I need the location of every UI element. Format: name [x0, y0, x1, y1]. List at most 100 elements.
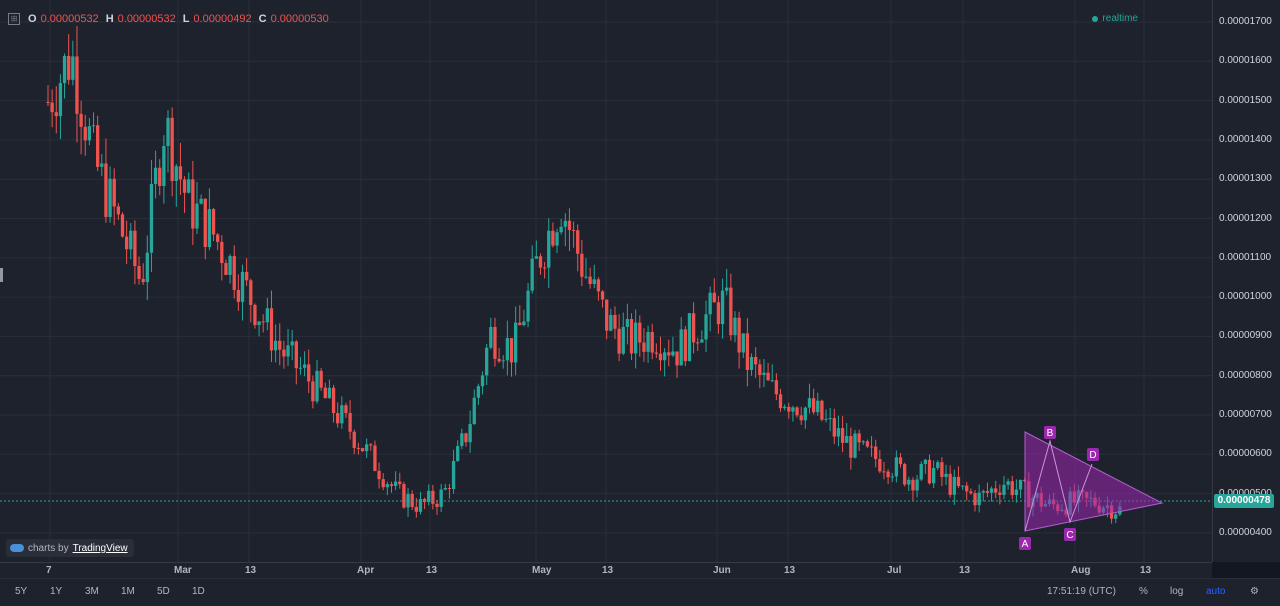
- candle-body: [174, 166, 178, 182]
- timeframe-button-5y[interactable]: 5Y: [15, 586, 28, 597]
- candle-body: [373, 445, 377, 471]
- candle-body: [832, 418, 836, 437]
- candle-body: [153, 167, 158, 185]
- candle-body: [443, 487, 447, 490]
- candle-body: [890, 476, 894, 478]
- close-value: 0.00000530: [270, 13, 329, 25]
- candle-body: [141, 278, 145, 283]
- candle-body: [952, 476, 956, 495]
- candle-body: [865, 441, 870, 447]
- side-panel-handle[interactable]: [0, 268, 3, 282]
- log-scale-toggle[interactable]: log: [1170, 586, 1184, 597]
- candle-body: [969, 491, 973, 494]
- timeframe-button-1y[interactable]: 1Y: [50, 586, 63, 597]
- pattern-abcd-path: [1024, 439, 1093, 532]
- time-axis[interactable]: 7 Mar 13 Apr 13 May 13 Jun 13 Jul 13 Aug 13: [0, 562, 1212, 579]
- candle-body: [534, 256, 538, 259]
- candle-body: [67, 55, 71, 80]
- candle-body: [472, 397, 476, 425]
- candle-body: [758, 364, 762, 375]
- candlestick-chart[interactable]: A B C D: [0, 0, 1212, 562]
- candle-body: [770, 380, 774, 382]
- candle-body: [166, 117, 170, 147]
- price-tick-label: 0.00001700: [1219, 16, 1272, 27]
- candle-body: [290, 341, 294, 346]
- candle-body: [240, 271, 245, 302]
- timeframe-button-1d[interactable]: 1D: [192, 586, 205, 597]
- low-value: 0.00000492: [193, 13, 252, 25]
- candle-body: [100, 163, 104, 167]
- timeframe-button-3m[interactable]: 3M: [85, 586, 99, 597]
- candle-body: [331, 387, 336, 414]
- candle-body: [671, 351, 675, 356]
- candle-body: [129, 230, 133, 250]
- candle-body: [75, 56, 79, 114]
- time-tick-label: 13: [959, 565, 971, 576]
- candle-body: [447, 487, 452, 489]
- candle-body: [605, 299, 609, 331]
- candle-body: [576, 230, 580, 254]
- percent-scale-toggle[interactable]: %: [1139, 586, 1148, 597]
- candle-body: [853, 433, 857, 458]
- auto-scale-toggle[interactable]: auto: [1206, 586, 1226, 597]
- candle-body: [642, 342, 646, 352]
- candle-body: [542, 267, 547, 269]
- candle-body: [907, 479, 911, 485]
- candle-body: [600, 291, 605, 300]
- candle-body: [733, 317, 737, 336]
- tradingview-branding[interactable]: charts by TradingView: [6, 539, 134, 557]
- candle-body: [791, 407, 795, 412]
- candle-body: [704, 314, 708, 340]
- utc-clock[interactable]: 17:51:19 (UTC): [1047, 586, 1116, 597]
- candle-body: [145, 252, 149, 283]
- candle-body: [1014, 489, 1019, 496]
- symbol-settings-icon[interactable]: ⊞: [8, 13, 20, 25]
- candle-body: [315, 370, 319, 402]
- candle-body: [849, 436, 853, 458]
- low-label: L: [182, 13, 190, 25]
- candle-body: [170, 117, 174, 182]
- candle-body: [348, 413, 352, 432]
- candle-body: [927, 459, 932, 484]
- chart-pane[interactable]: A B C D ⊞ O 0.00000532 H 0.00000532 L 0.000…: [0, 0, 1212, 562]
- candle-body: [518, 322, 522, 326]
- candle-body: [435, 503, 439, 507]
- candle-body: [625, 319, 630, 327]
- candle-body: [199, 198, 203, 204]
- candle-body: [282, 349, 286, 357]
- candle-body: [456, 445, 460, 461]
- realtime-indicator: realtime: [1092, 13, 1138, 24]
- candle-body: [745, 333, 750, 370]
- timeframe-button-5d[interactable]: 5D: [157, 586, 170, 597]
- candle-body: [683, 329, 687, 362]
- candle-body: [994, 488, 998, 493]
- candle-body: [509, 338, 514, 363]
- price-axis[interactable]: 0.00001700 0.00001600 0.00001500 0.00001400…: [1212, 0, 1280, 562]
- candle-body: [149, 184, 154, 253]
- candle-body: [489, 326, 493, 348]
- time-tick-label: 13: [784, 565, 796, 576]
- candle-body: [675, 351, 679, 366]
- price-tick-label: 0.00001200: [1219, 212, 1272, 224]
- candle-body: [609, 314, 613, 331]
- candle-body: [398, 481, 402, 485]
- timeframe-button-1m[interactable]: 1M: [121, 586, 135, 597]
- time-tick-label: May: [532, 565, 552, 576]
- pattern-point-marker: [1019, 537, 1031, 550]
- candle-body: [480, 375, 485, 387]
- candle-body: [998, 492, 1002, 495]
- candle-body: [555, 232, 559, 246]
- pattern-point-marker: [1087, 448, 1099, 461]
- tradingview-link[interactable]: TradingView: [72, 542, 128, 554]
- candle-body: [617, 328, 621, 354]
- candle-body: [538, 256, 543, 268]
- candle-body: [667, 352, 671, 356]
- realtime-dot-icon: [1092, 15, 1099, 22]
- candle-body: [116, 206, 121, 215]
- time-tick-label: 13: [602, 565, 614, 576]
- candle-body: [559, 226, 563, 233]
- candle-body: [828, 418, 832, 420]
- open-value: 0.00000532: [40, 13, 99, 25]
- candle-body: [729, 287, 733, 336]
- gear-icon[interactable]: ⚙: [1250, 586, 1259, 597]
